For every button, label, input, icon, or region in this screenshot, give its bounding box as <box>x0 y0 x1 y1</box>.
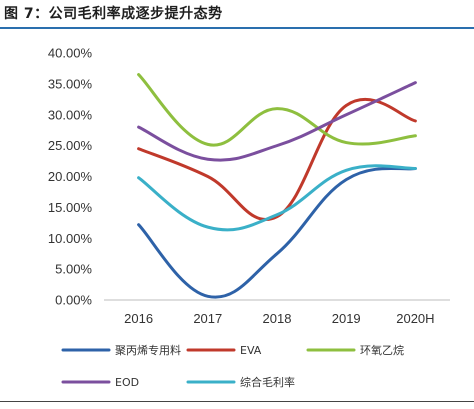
axis-layer: 0.00% 5.00% 10.00% 15.00% 20.00% 25.00% 30.00%… <box>48 46 450 326</box>
legend-label: 综合毛利率 <box>240 375 295 389</box>
legend-label: EOD <box>115 376 139 389</box>
series-line-5 <box>137 164 417 232</box>
legend-label: 环氧乙烷 <box>360 343 404 357</box>
y-tick-label: 10.00% <box>48 231 93 246</box>
y-tick-label: 25.00% <box>48 138 93 153</box>
y-tick-label: 5.00% <box>55 262 92 277</box>
legend-label: EVA <box>240 344 262 357</box>
bottom-rule <box>0 401 474 402</box>
legend-label: 聚丙烯专用料 <box>115 343 181 357</box>
series-layer <box>137 73 417 299</box>
figure-title: 图 7：公司毛利率成逐步提升态势 <box>4 6 223 22</box>
x-tick-label: 2019 <box>332 311 361 326</box>
x-tick-label: 2020H <box>396 311 434 326</box>
series-line-2 <box>137 97 417 221</box>
y-tick-label: 0.00% <box>55 293 92 308</box>
x-tick-label: 2017 <box>193 311 222 326</box>
series-line-3 <box>137 73 417 147</box>
x-tick-label: 2016 <box>124 311 153 326</box>
x-tick-label: 2018 <box>263 311 292 326</box>
title-rule <box>0 27 474 29</box>
series-line-1 <box>137 166 417 299</box>
y-tick-label: 40.00% <box>48 46 93 61</box>
series-line-4 <box>137 81 417 162</box>
y-tick-label: 30.00% <box>48 107 93 122</box>
y-tick-label: 20.00% <box>48 169 93 184</box>
legend: 聚丙烯专用料 EVA 环氧乙烷 EOD 综合毛利率 <box>61 343 404 389</box>
y-tick-label: 35.00% <box>48 76 93 91</box>
y-tick-label: 15.00% <box>48 200 93 215</box>
